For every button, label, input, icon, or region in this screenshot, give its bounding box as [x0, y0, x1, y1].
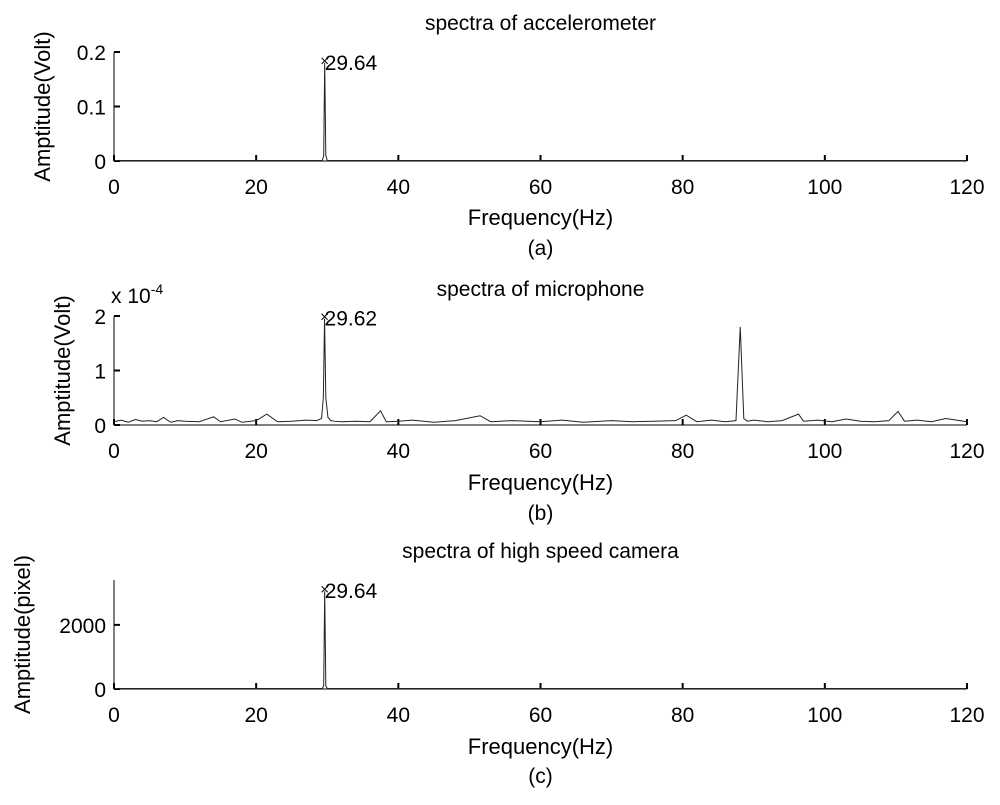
y-exponent-power: -4 — [151, 281, 164, 297]
y-tick-label: 0.1 — [77, 97, 106, 120]
chart-title: spectra of high speed camera — [402, 540, 679, 563]
y-tick-label: 0 — [94, 415, 106, 438]
series-line — [113, 318, 968, 423]
x-tick-label: 80 — [671, 704, 694, 727]
peak-label: 29.64 — [325, 52, 378, 75]
series-line — [114, 591, 967, 690]
y-tick-label: 2000 — [59, 615, 106, 638]
x-axis-label: Frequency(Hz) — [468, 470, 613, 495]
peak-label: 29.64 — [325, 580, 378, 603]
y-tick-label: 0.2 — [77, 42, 106, 65]
peak-marker — [321, 313, 328, 321]
x-tick-label: 40 — [387, 440, 410, 463]
x-tick-label: 100 — [807, 704, 842, 727]
x-tick-label: 60 — [529, 440, 552, 463]
x-tick-label: 120 — [949, 704, 984, 727]
x-tick-label: 100 — [807, 440, 842, 463]
x-axis-label: Frequency(Hz) — [468, 205, 613, 230]
x-tick-label: 80 — [671, 440, 694, 463]
peak-marker — [321, 585, 329, 593]
panel-caption: (a) — [528, 237, 554, 260]
x-tick-label: 120 — [949, 440, 984, 463]
peak-marker — [321, 57, 329, 65]
x-tick-label: 40 — [387, 176, 410, 199]
panel-2: spectra of microphone 0 20 40 60 80 100 120 0 1 2x… — [50, 278, 985, 525]
chart-title: spectra of accelerometer — [425, 12, 656, 35]
x-tick-label: 40 — [387, 704, 410, 727]
y-axis-label: Amptitude(pixel) — [10, 555, 35, 714]
y-exponent-label: x 10-4 — [111, 281, 163, 308]
x-tick-label: 20 — [244, 440, 267, 463]
x-tick-label: 0 — [108, 704, 120, 727]
x-tick-label: 20 — [244, 704, 267, 727]
series-line — [114, 62, 967, 161]
x-tick-label: 80 — [671, 176, 694, 199]
y-tick-label: 2 — [94, 306, 106, 329]
x-tick-label: 60 — [529, 704, 552, 727]
y-tick-label: 0 — [94, 151, 106, 174]
x-tick-label: 20 — [244, 176, 267, 199]
x-tick-label: 60 — [529, 176, 552, 199]
chart-title: spectra of microphone — [437, 278, 645, 301]
x-tick-label: 100 — [807, 176, 842, 199]
panel-1: spectra of accelerometer 0 20 40 60 80 100 120 0… — [30, 12, 985, 260]
panel-caption: (b) — [528, 502, 554, 525]
x-tick-label: 0 — [108, 440, 120, 463]
y-axis-label: Amptitude(Volt) — [50, 295, 75, 445]
panel-3: spectra of high speed camera 0 20 40 60 80 100… — [10, 540, 985, 788]
panel-caption: (c) — [528, 765, 553, 788]
y-tick-label: 0 — [94, 679, 106, 702]
x-tick-label: 120 — [949, 176, 984, 199]
y-axis-label: Amptitude(Volt) — [30, 31, 55, 181]
x-axis-label: Frequency(Hz) — [468, 734, 613, 759]
x-tick-label: 0 — [108, 176, 120, 199]
y-tick-label: 1 — [94, 361, 106, 384]
y-exponent-base: x 10 — [111, 285, 151, 308]
peak-label: 29.62 — [325, 308, 378, 331]
